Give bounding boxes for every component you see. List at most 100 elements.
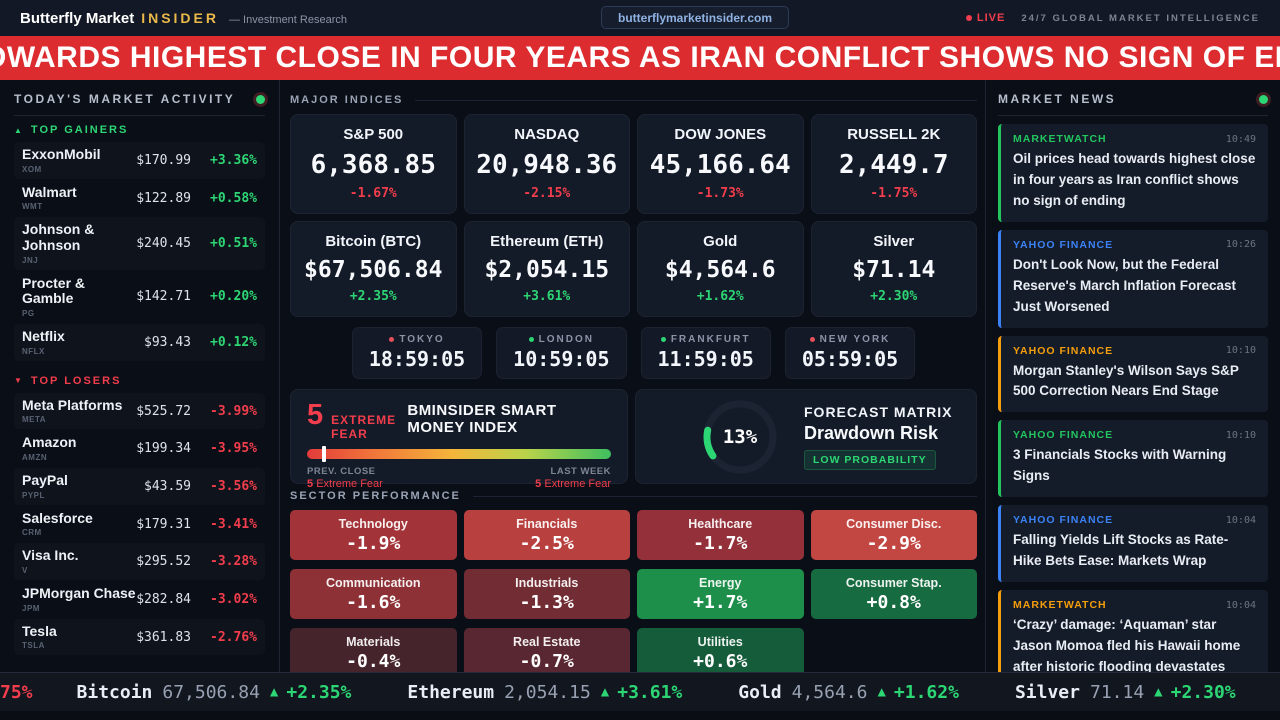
stock-row[interactable]: ExxonMobil XOM $170.99 +3.36% (14, 142, 265, 179)
news-source: MARKETWATCH (1013, 599, 1107, 612)
sector-change: +0.6% (693, 650, 748, 672)
news-time: 10:49 (1225, 133, 1256, 145)
stock-change: -3.56% (210, 478, 257, 494)
domain-link[interactable]: butterflymarketinsider.com (601, 6, 790, 29)
news-header: MARKET NEWS (998, 92, 1268, 116)
fear-gauge-bar (307, 446, 611, 462)
news-item[interactable]: YAHOO FINANCE 10:26 Don't Look Now, but th… (998, 229, 1268, 328)
clock-time: 18:59:05 (368, 347, 466, 371)
index-value: 2,449.7 (838, 150, 949, 180)
stock-name: Johnson & Johnson (22, 221, 95, 254)
news-item[interactable]: YAHOO FINANCE 10:10 3 Financials Stocks wi… (998, 420, 1268, 498)
stock-change: +0.12% (210, 334, 257, 350)
up-triangle-icon: ▲ (600, 684, 610, 700)
stock-name: Walmart (22, 183, 77, 200)
news-list: MARKETWATCH 10:49 Oil prices head towards … (998, 124, 1268, 672)
index-name: DOW JONES (674, 126, 767, 143)
stock-price: $295.52 (136, 554, 191, 570)
stock-ticker: META (22, 415, 47, 425)
stock-row[interactable]: Johnson & Johnson JNJ $240.45 +0.51% (14, 217, 265, 269)
sector-change: -2.5% (519, 532, 574, 554)
fear-title: BMINSIDER SMART MONEY INDEX (407, 402, 557, 436)
stock-ticker: V (22, 566, 28, 576)
sector-name: Financials (516, 516, 578, 531)
index-card: S&P 500 6,368.85 -1.67% (290, 114, 457, 214)
stock-row[interactable]: Amazon AMZN $199.34 -3.95% (14, 430, 265, 467)
sector-tile: Consumer Disc. -2.9% (810, 510, 977, 560)
index-change: -1.75% (870, 186, 918, 201)
stock-row[interactable]: Tesla TSLA $361.83 -2.76% (14, 619, 265, 656)
ticker-partial-change: 75% (0, 681, 33, 703)
sector-tile: Communication -1.6% (290, 569, 457, 619)
sector-name: Healthcare (688, 516, 753, 531)
news-source: YAHOO FINANCE (1013, 429, 1114, 442)
fear-gauge-marker (322, 446, 327, 462)
market-activity-panel: TODAY'S MARKET ACTIVITY ▲ TOP GAINERS Ex… (0, 80, 280, 672)
bottom-ticker[interactable]: 75% Bitcoin 67,506.84 ▲ +2.35% Ethereum 2,054… (0, 672, 1280, 711)
last-week-value: 5 Extreme Fear (535, 478, 611, 490)
stock-change: -2.76% (210, 629, 257, 645)
stock-row[interactable]: Procter & Gamble PG $142.71 +0.20% (14, 271, 265, 323)
index-name: RUSSELL 2K (847, 126, 941, 143)
stock-ticker: CRM (22, 528, 42, 538)
ticker-change: +3.61% (617, 681, 683, 703)
top-gainers-label: ▲ TOP GAINERS (14, 124, 129, 136)
sector-performance-header: SECTOR PERFORMANCE (290, 490, 977, 502)
index-change: -1.67% (349, 186, 397, 201)
brand-accent: INSIDER (141, 9, 219, 26)
stock-price: $170.99 (136, 152, 191, 168)
prev-close-label: PREV. CLOSE (307, 466, 376, 477)
live-label: LIVE (976, 12, 1006, 24)
stock-row[interactable]: JPMorgan Chase JPM $282.84 -3.02% (14, 581, 265, 618)
stock-ticker: JNJ (22, 255, 39, 265)
sector-change: +1.7% (693, 591, 748, 613)
sector-name: Technology (338, 516, 408, 531)
news-source: YAHOO FINANCE (1013, 238, 1114, 251)
sidebar-header: TODAY'S MARKET ACTIVITY (14, 92, 265, 116)
top-losers-label: ▼ TOP LOSERS (14, 374, 122, 387)
content-area: TODAY'S MARKET ACTIVITY ▲ TOP GAINERS Ex… (0, 80, 1280, 672)
stock-row[interactable]: Netflix NFLX $93.43 +0.12% (14, 324, 265, 361)
ticker-value: 2,054.15 (504, 681, 591, 703)
sector-change: -0.7% (519, 650, 574, 672)
stock-price: $240.45 (136, 236, 191, 252)
stock-row[interactable]: PayPal PYPL $43.59 -3.56% (14, 468, 265, 505)
smart-money-index-card: 5 EXTREME FEAR BMINSIDER SMART MONEY IND… (290, 389, 628, 490)
news-headline: Morgan Stanley's Wilson Says S&P 500 Cor… (1013, 362, 1239, 399)
stock-price: $93.43 (144, 334, 191, 350)
index-card: DOW JONES 45,166.64 -1.73% (637, 114, 804, 214)
stock-price: $122.89 (136, 190, 191, 206)
stock-row[interactable]: Walmart WMT $122.89 +0.58% (14, 180, 265, 217)
index-change: -1.73% (696, 186, 744, 201)
sector-change: -0.4% (346, 650, 401, 672)
stock-row[interactable]: Visa Inc. V $295.52 -3.28% (14, 543, 265, 580)
ticker-item: Gold 4,564.6 ▲ +1.62% (738, 682, 959, 703)
live-subtitle: 24/7 GLOBAL MARKET INTELLIGENCE (1021, 12, 1260, 24)
sector-tile: Real Estate -0.7% (463, 628, 630, 672)
news-item[interactable]: YAHOO FINANCE 10:10 Morgan Stanley's Wilso… (998, 335, 1268, 413)
news-time: 10:10 (1225, 429, 1256, 441)
index-name: NASDAQ (514, 126, 580, 143)
stock-name: Salesforce (22, 509, 93, 526)
sector-change: -1.6% (346, 591, 401, 613)
stock-row[interactable]: Salesforce CRM $179.31 -3.41% (14, 506, 265, 543)
index-name: Ethereum (ETH) (490, 233, 604, 250)
stock-change: -3.02% (210, 591, 257, 607)
stock-row[interactable]: Meta Platforms META $525.72 -3.99% (14, 393, 265, 430)
stock-name: Meta Platforms (22, 396, 123, 413)
stock-ticker: AMZN (22, 453, 48, 463)
ticker-change: +2.35% (286, 681, 352, 703)
stock-change: +0.20% (210, 289, 257, 305)
index-name: Silver (873, 233, 915, 250)
sidebar-title: TODAY'S MARKET ACTIVITY (14, 92, 236, 106)
brand-name: Butterfly Market (20, 9, 135, 27)
ticker-value: 4,564.6 (791, 681, 868, 703)
news-item[interactable]: MARKETWATCH 10:49 Oil prices head towards … (998, 124, 1268, 222)
prev-close-value: 5 Extreme Fear (307, 478, 383, 490)
news-item[interactable]: YAHOO FINANCE 10:04 Falling Yields Lift St… (998, 505, 1268, 583)
ticker-value: 67,506.84 (162, 681, 260, 703)
index-change: +1.62% (696, 289, 744, 304)
news-item[interactable]: MARKETWATCH 10:04 ‘Crazy’ damage: ‘Aquaman… (998, 590, 1268, 672)
sector-change: -2.9% (866, 532, 921, 554)
